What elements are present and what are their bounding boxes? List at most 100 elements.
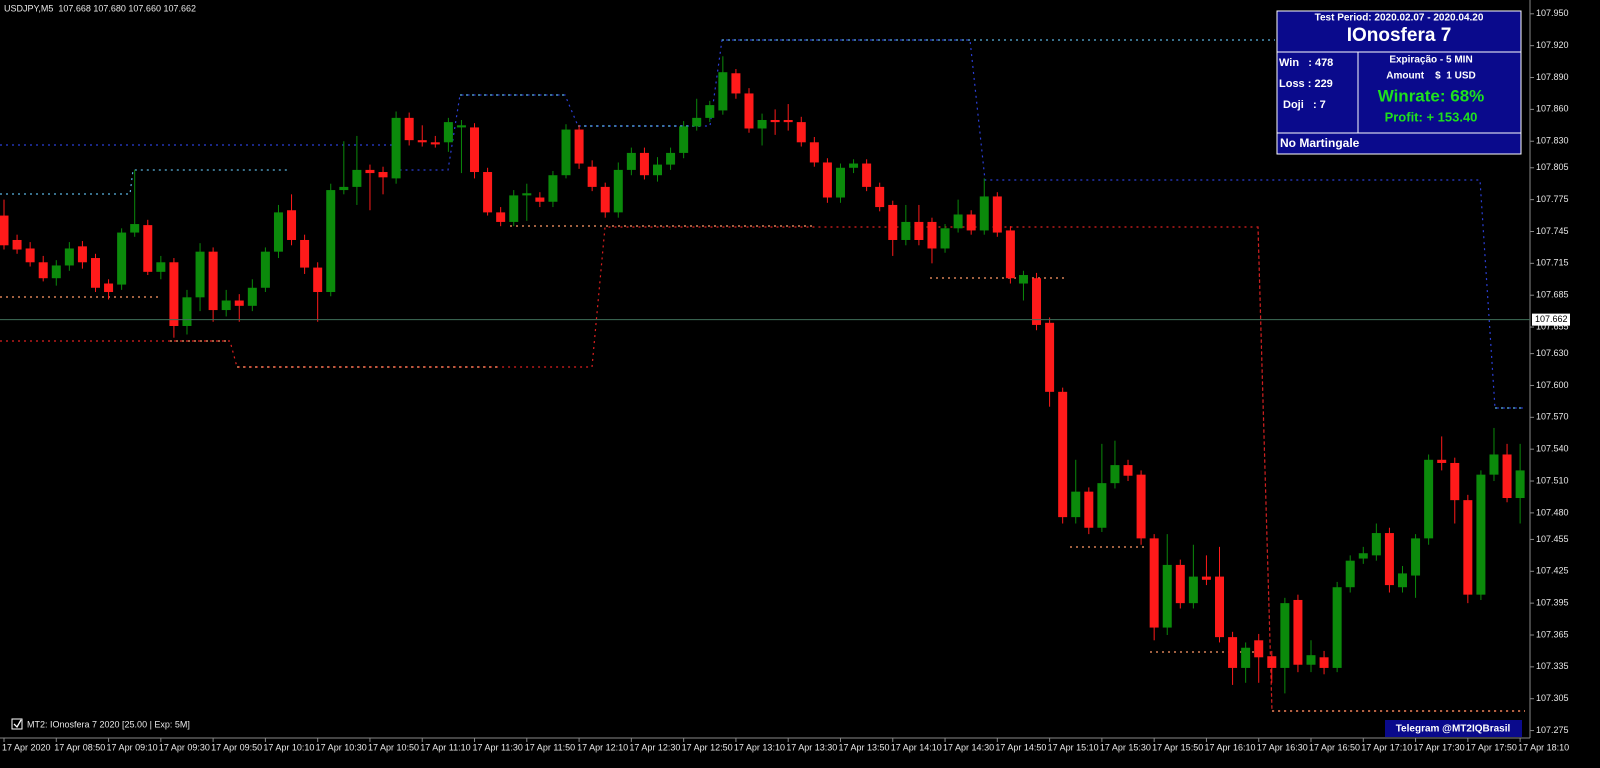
candle-body [705,105,715,118]
candle-body [208,251,218,311]
candle-body [77,246,87,263]
candle-body [1005,230,1015,279]
candle-body [1162,564,1172,628]
candle-body [1110,465,1120,484]
y-tick-label: 107.860 [1536,104,1569,114]
candle-body [875,186,885,208]
candle-body [287,210,297,240]
candle-body [587,166,597,187]
resistance-dots [0,39,1525,409]
candle-body [862,163,872,187]
checkbox[interactable] [11,718,23,730]
candle-body [365,169,375,174]
candle-body [927,221,937,249]
candle-body [1084,491,1094,528]
candle-body [561,129,571,176]
y-tick-label: 107.685 [1536,290,1569,300]
candle-body [156,262,166,272]
candles [0,56,1525,694]
candle-body [849,163,859,168]
telegram: Telegram @MT2IQBrasil [1396,724,1511,735]
x-tick-label: 17 Apr 14:30 [943,742,994,752]
candle-body [1502,454,1512,499]
current-price-label: 107.662 [1535,314,1568,324]
support-dots [0,225,1525,712]
winrate: Winrate: 68% [1378,86,1485,105]
x-tick-label: 17 Apr 14:50 [995,742,1046,752]
info-panel: Test Period: 2020.02.07 - 2020.04.20 IOn… [1276,10,1522,155]
candle-body [12,239,22,250]
candle-body [25,248,35,263]
x-tick-label: 17 Apr 09:30 [159,742,210,752]
candle-body [1384,533,1394,586]
checkmark [13,719,22,729]
y-tick-label: 107.655 [1536,321,1569,331]
indicator-lines [0,39,1525,712]
candle-body [809,142,819,163]
x-tick-label: 17 Apr 15:30 [1100,742,1151,752]
x-tick-label: 17 Apr 10:10 [263,742,314,752]
candle-body [888,204,898,240]
y-tick-label: 107.920 [1536,40,1569,50]
y-tick-label: 107.890 [1536,72,1569,82]
candle-body [1450,462,1460,501]
x-tick-label: 17 Apr 13:10 [734,742,785,752]
stat: Doji : 7 [1283,99,1326,111]
candle-body [1319,657,1329,668]
candle-body [0,215,9,246]
candle-body [182,297,192,326]
candle-body [757,119,767,129]
candle-body [247,287,257,306]
y-tick-label: 107.425 [1536,566,1569,576]
candle-body [613,169,623,213]
candle-body [783,119,793,123]
candle-body [718,72,728,111]
y-tick-label: 107.600 [1536,380,1569,390]
candle-body [470,127,480,173]
y-tick-label: 107.335 [1536,661,1569,671]
y-tick-label: 107.775 [1536,194,1569,204]
candle-body [1437,459,1447,463]
candle-body [626,152,636,170]
candle-body [1201,576,1211,580]
candle-body [352,169,362,187]
candle-body [1267,656,1277,668]
candle-body [195,251,205,298]
y-tick-label: 107.480 [1536,507,1569,517]
candle-body [1293,599,1303,665]
y-tick-label: 107.950 [1536,8,1569,18]
candle-body [1358,553,1368,559]
candle-body [822,162,832,198]
x-tick-label: 17 Apr 15:10 [1048,742,1099,752]
candle-body [1241,647,1251,668]
candle-body [90,258,100,288]
candle-body [901,221,911,240]
candle-body [1424,459,1434,539]
candle-body [313,267,323,293]
candle-body [835,167,845,198]
candle-body [1489,454,1499,475]
y-tick-label: 107.395 [1536,598,1569,608]
candle-body [796,122,806,143]
y-tick-label: 107.570 [1536,412,1569,422]
x-tick-label: 17 Apr 12:10 [577,742,628,752]
candle-body [979,196,989,231]
candle-body [522,193,532,196]
x-tick-label: 17 Apr 09:50 [211,742,262,752]
candle-body [639,152,649,176]
support-line [0,226,1525,712]
chart-title: USDJPY,M5 107.668 107.680 107.660 107.66… [4,3,196,13]
candle-body [404,117,414,141]
candle-body [1345,560,1355,588]
candle-body [992,196,1002,233]
profit: Profit: + 153.40 [1385,109,1478,124]
candle-body [273,212,283,252]
candle-body [1058,391,1068,518]
indicator-label: MT2: IOnosfera 7 2020 [25.00 | Exp: 5M] [27,719,190,729]
candle-body [483,172,493,213]
candle-body [1188,576,1198,604]
candle-body [391,117,401,179]
candle-body [38,262,48,279]
x-tick-label: 17 Apr 11:50 [525,742,575,752]
x-tick-label: 17 Apr 11:30 [473,742,523,752]
